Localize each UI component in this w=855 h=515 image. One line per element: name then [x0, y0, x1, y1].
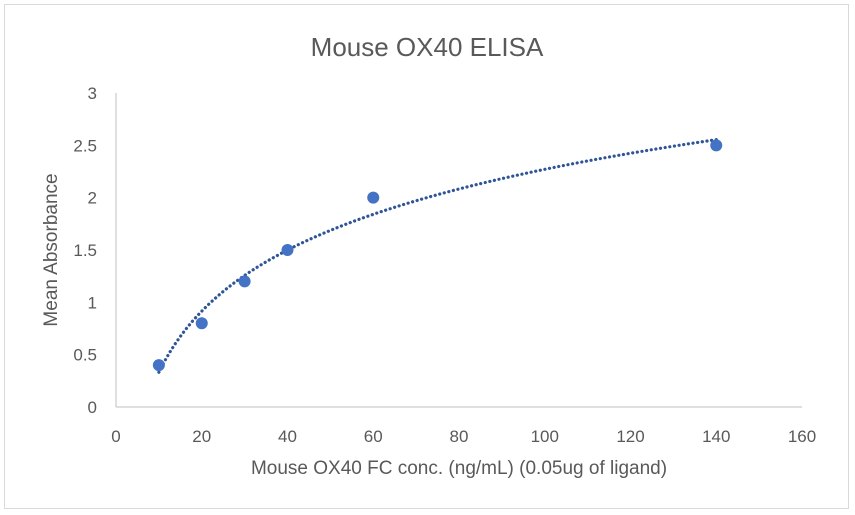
chart-frame	[4, 4, 849, 509]
x-tick-labels: 0 20 40 60 80 100 120 140 160	[111, 427, 816, 446]
x-tick-label: 160	[788, 427, 816, 446]
data-point	[238, 275, 251, 288]
data-point	[367, 191, 380, 204]
y-tick-labels: 0 0.5 1 1.5 2 2.5 3	[73, 84, 97, 417]
data-point	[195, 317, 208, 330]
data-point	[152, 359, 165, 372]
y-tick-label: 2.5	[73, 136, 97, 155]
y-tick-label: 2	[88, 189, 97, 208]
x-tick-label: 100	[531, 427, 559, 446]
x-tick-label: 120	[616, 427, 644, 446]
data-point	[710, 139, 723, 152]
y-tick-label: 1.5	[73, 241, 97, 260]
x-tick-label: 40	[278, 427, 297, 446]
x-tick-label: 140	[702, 427, 730, 446]
y-axis-label: Mean Absorbance	[41, 173, 62, 326]
y-tick-label: 0.5	[73, 346, 97, 365]
x-tick-label: 0	[111, 427, 120, 446]
y-tick-label: 0	[88, 398, 97, 417]
trendline	[157, 138, 718, 374]
x-tick-label: 80	[450, 427, 469, 446]
data-point	[281, 244, 294, 256]
chart-title: Mouse OX40 ELISA	[311, 32, 544, 62]
y-tick-label: 1	[88, 293, 97, 312]
x-tick-label: 60	[364, 427, 383, 446]
data-points	[152, 139, 723, 372]
y-tick-label: 3	[88, 84, 97, 103]
x-axis-label: Mouse OX40 FC conc. (ng/mL) (0.05ug of l…	[251, 458, 667, 479]
x-tick-label: 20	[192, 427, 211, 446]
